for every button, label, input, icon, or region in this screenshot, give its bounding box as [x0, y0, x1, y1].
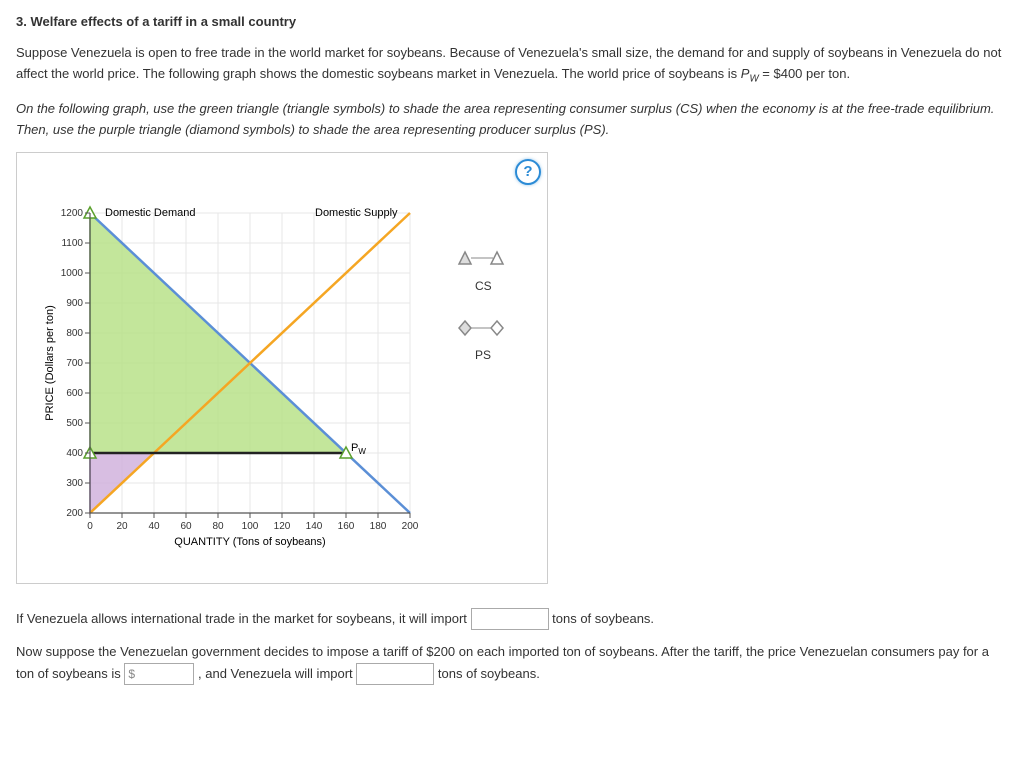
svg-text:0: 0 [87, 521, 93, 532]
pw-sub: W [749, 73, 758, 84]
help-button[interactable]: ? [515, 159, 541, 185]
pw-label: PW [351, 442, 366, 456]
question-title: 3. Welfare effects of a tariff in a smal… [16, 12, 1008, 33]
svg-text:400: 400 [66, 448, 83, 459]
svg-text:700: 700 [66, 358, 83, 369]
instruction-paragraph: On the following graph, use the green tr… [16, 99, 1008, 141]
svg-text:40: 40 [148, 521, 160, 532]
svg-text:900: 900 [66, 298, 83, 309]
legend-ps-label: PS [475, 348, 491, 362]
svg-text:800: 800 [66, 328, 83, 339]
legend-cs-label: CS [475, 279, 492, 293]
demand-label: Domestic Demand [105, 207, 195, 219]
q2-text-c: tons of soybeans. [438, 666, 540, 681]
svg-text:200: 200 [66, 508, 83, 519]
svg-text:300: 300 [66, 478, 83, 489]
chart-area[interactable]: 0 20 40 60 80 100 120 140 160 180 200 200 300 400 500… [45, 203, 445, 563]
svg-text:80: 80 [212, 521, 224, 532]
q1-text-b: tons of soybeans. [552, 611, 654, 626]
question-2: Now suppose the Venezuelan government de… [16, 642, 1008, 685]
y-axis-label: PRICE (Dollars per ton) [45, 306, 56, 422]
svg-text:100: 100 [242, 521, 259, 532]
svg-text:1200: 1200 [61, 208, 84, 219]
price-after-input[interactable]: $ [124, 663, 194, 685]
graph-panel[interactable]: ? [16, 152, 548, 584]
x-axis-label: QUANTITY (Tons of soybeans) [174, 536, 325, 548]
svg-text:1100: 1100 [61, 238, 83, 249]
svg-text:600: 600 [66, 388, 83, 399]
svg-text:200: 200 [402, 521, 419, 532]
chart-svg[interactable]: 0 20 40 60 80 100 120 140 160 180 200 200 300 400 500… [45, 203, 445, 563]
legend-cs[interactable]: CS [457, 248, 507, 295]
supply-label: Domestic Supply [315, 207, 398, 219]
svg-text:180: 180 [370, 521, 387, 532]
svg-text:140: 140 [306, 521, 323, 532]
svg-text:120: 120 [274, 521, 291, 532]
cs-triangle-icon [457, 248, 505, 276]
legend-ps[interactable]: PS [457, 318, 507, 365]
svg-text:20: 20 [116, 521, 128, 532]
svg-text:60: 60 [180, 521, 192, 532]
import-qty-input[interactable] [471, 608, 549, 630]
q1-text-a: If Venezuela allows international trade … [16, 611, 471, 626]
q2-text-b: , and Venezuela will import [198, 666, 356, 681]
ps-diamond-icon [457, 318, 505, 346]
legend: CS PS [457, 248, 507, 387]
svg-text:160: 160 [338, 521, 355, 532]
intro-text-b: = $400 per ton. [759, 66, 850, 81]
question-1: If Venezuela allows international trade … [16, 608, 1008, 630]
svg-text:500: 500 [66, 418, 83, 429]
import-qty2-input[interactable] [356, 663, 434, 685]
x-tick-labels: 0 20 40 60 80 100 120 140 160 180 200 [87, 521, 419, 532]
y-tick-labels: 200 300 400 500 600 700 800 900 1000 1100 1200 [61, 208, 84, 519]
svg-text:1000: 1000 [61, 268, 84, 279]
intro-paragraph: Suppose Venezuela is open to free trade … [16, 43, 1008, 87]
intro-text-a: Suppose Venezuela is open to free trade … [16, 45, 1001, 81]
